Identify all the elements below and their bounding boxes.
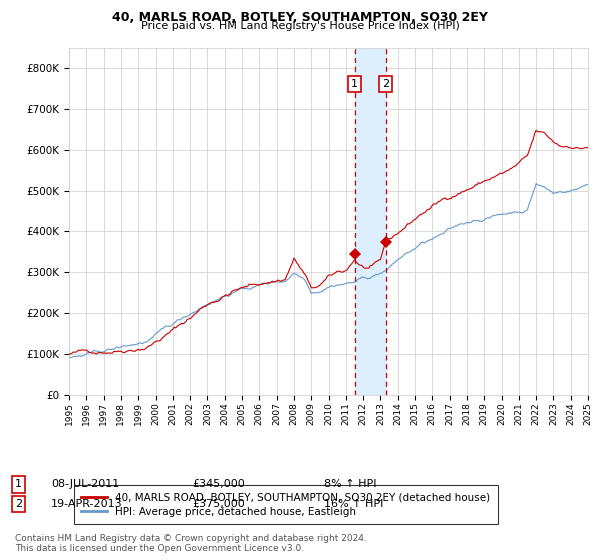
Text: 1: 1: [15, 479, 22, 489]
Text: £345,000: £345,000: [192, 479, 245, 489]
Text: 2: 2: [15, 499, 22, 509]
Text: 8% ↑ HPI: 8% ↑ HPI: [324, 479, 377, 489]
Text: 16% ↑ HPI: 16% ↑ HPI: [324, 499, 383, 509]
Text: 40, MARLS ROAD, BOTLEY, SOUTHAMPTON, SO30 2EY: 40, MARLS ROAD, BOTLEY, SOUTHAMPTON, SO3…: [112, 11, 488, 24]
Text: 19-APR-2013: 19-APR-2013: [51, 499, 122, 509]
Legend: 40, MARLS ROAD, BOTLEY, SOUTHAMPTON, SO30 2EY (detached house), HPI: Average pri: 40, MARLS ROAD, BOTLEY, SOUTHAMPTON, SO3…: [74, 485, 498, 524]
Text: Contains HM Land Registry data © Crown copyright and database right 2024.
This d: Contains HM Land Registry data © Crown c…: [15, 534, 367, 553]
Text: £375,000: £375,000: [192, 499, 245, 509]
Text: Price paid vs. HM Land Registry's House Price Index (HPI): Price paid vs. HM Land Registry's House …: [140, 21, 460, 31]
Text: 1: 1: [351, 79, 358, 89]
Text: 08-JUL-2011: 08-JUL-2011: [51, 479, 119, 489]
Text: 2: 2: [382, 79, 389, 89]
Bar: [355, 48, 386, 395]
